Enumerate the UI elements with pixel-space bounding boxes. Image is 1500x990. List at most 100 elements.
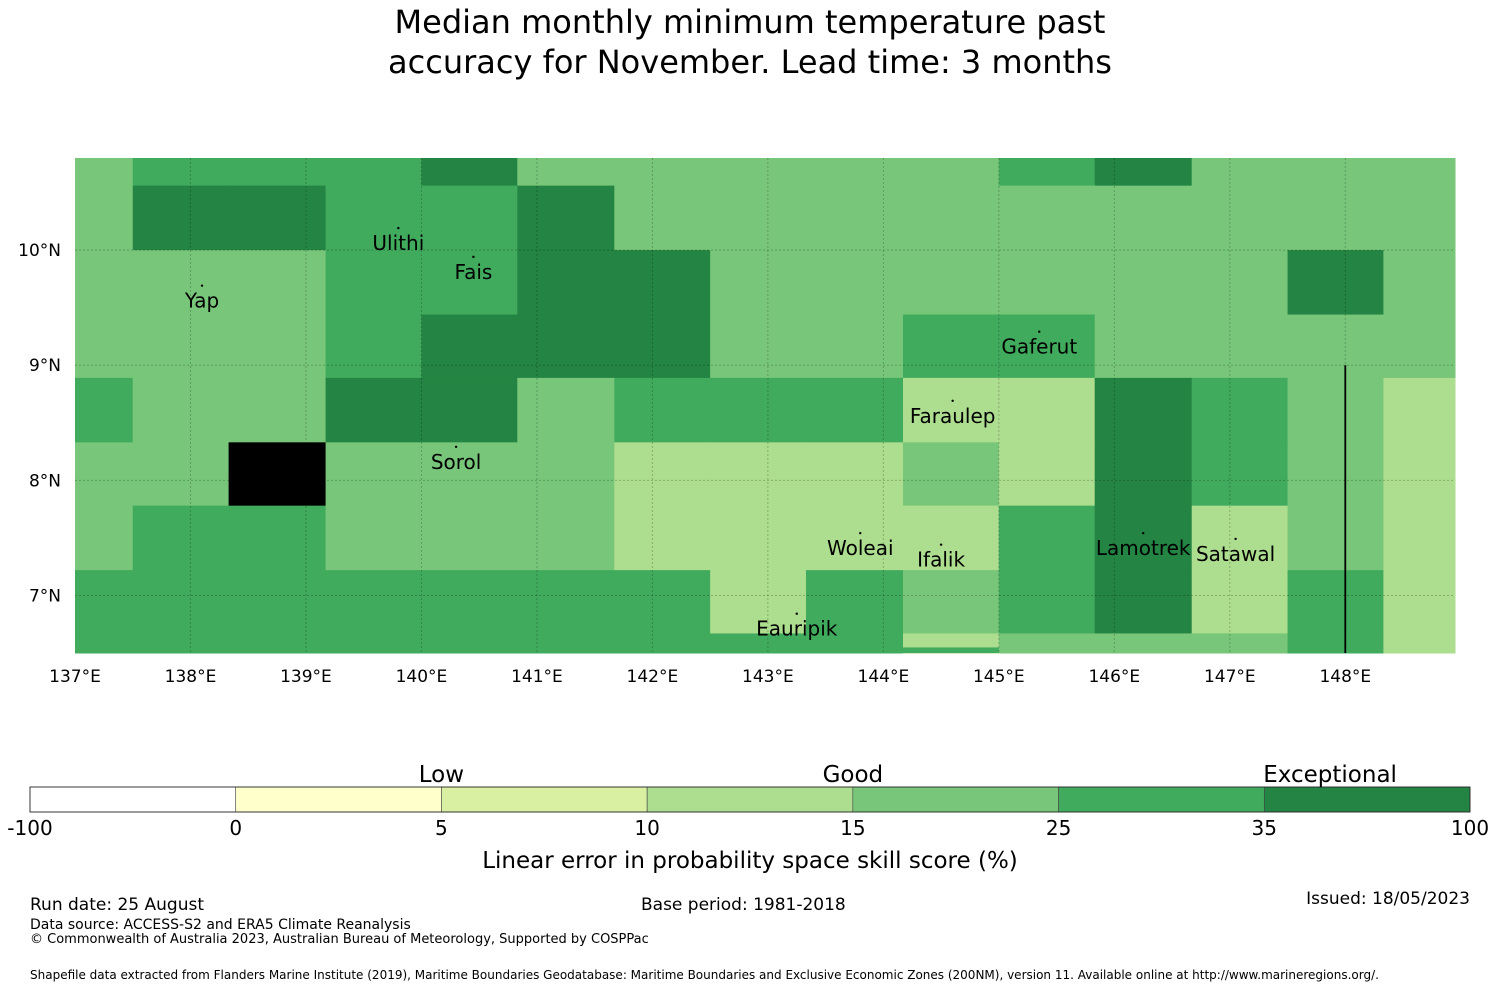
map-cell [1383, 570, 1456, 634]
map-cell [1094, 442, 1193, 507]
map-cell [228, 250, 327, 316]
map-cell [1287, 633, 1384, 654]
map-cell [421, 158, 518, 187]
colorbar-swatch [852, 786, 1059, 813]
map-cell [903, 570, 1000, 634]
map-cell [228, 633, 327, 654]
map-cell [903, 377, 1000, 443]
latitude-tick-label: 7°N [29, 586, 61, 606]
run-date: Run date: 25 August [30, 895, 204, 915]
map-cell [1191, 250, 1289, 316]
latitude-tick-label: 8°N [29, 471, 61, 491]
map-cell [517, 250, 615, 316]
map-cell [903, 314, 1000, 379]
map-cell [228, 442, 327, 507]
map-cell [517, 633, 615, 654]
colorbar-tick-label: 10 [634, 816, 659, 840]
map-cell [517, 505, 615, 571]
map-cell [228, 185, 327, 251]
map-cell [132, 158, 230, 187]
map-cell [805, 314, 904, 379]
map-cell [75, 377, 134, 443]
colorbar-swatch [441, 786, 648, 813]
island-marker [200, 284, 204, 287]
map-cell [228, 377, 327, 443]
map-cell [1383, 505, 1456, 571]
place-label-woleai: Woleai [827, 536, 894, 560]
map-cell [998, 314, 1096, 379]
colorbar-tick-label: 15 [840, 816, 865, 840]
place-label-eauripik: Eauripik [756, 617, 838, 641]
map-cell [1191, 633, 1289, 654]
map-cell [1094, 570, 1193, 634]
map-cell [1191, 158, 1289, 187]
map-cell [132, 314, 230, 379]
colorbar-category-exceptional: Exceptional [1263, 762, 1397, 788]
map-cell [998, 377, 1096, 443]
colorbar-title: Linear error in probability space skill … [482, 848, 1018, 874]
map-cell [710, 633, 807, 654]
island-marker [1234, 537, 1237, 541]
map-cell [75, 250, 134, 316]
map-cell [710, 377, 807, 443]
map-cell [998, 570, 1096, 634]
map-cell [998, 158, 1096, 187]
map-cell [132, 633, 230, 654]
map-cell [517, 570, 615, 634]
data-source: Data source: ACCESS-S2 and ERA5 Climate … [30, 917, 411, 933]
longitude-tick-label: 143°E [742, 667, 794, 687]
map-title: Median monthly minimum temperature past … [0, 2, 1500, 82]
longitude-tick-label: 147°E [1204, 667, 1256, 687]
map-and-legend: 137°E 138°E 139°E 140°E 141°E 142°E 143°E 144°E… [7, 158, 1489, 874]
map-cell [805, 158, 904, 187]
map-cell [1383, 633, 1456, 654]
map-cell [75, 570, 134, 634]
map-cell [75, 442, 134, 507]
map-cell [1094, 377, 1193, 443]
map-cell [903, 647, 999, 653]
map-cell [325, 158, 422, 187]
map-cell [1094, 158, 1193, 187]
map-cell [614, 505, 711, 571]
map-cell [903, 250, 1000, 316]
map-cell [903, 185, 1000, 251]
map-cell [614, 314, 711, 379]
map-cell [1191, 570, 1289, 634]
map-cell [998, 633, 1096, 654]
map-cell [903, 158, 1000, 187]
map-cell [132, 185, 230, 251]
island-marker [472, 255, 475, 259]
latitude-tick-label: 9°N [29, 356, 61, 376]
island-marker [795, 612, 798, 615]
longitude-tick-label: 137°E [49, 667, 101, 687]
map-cell [805, 505, 904, 571]
map-cell [710, 314, 807, 379]
map-cell [1094, 505, 1193, 571]
latitude-tick-label: 10°N [18, 241, 61, 261]
colorbar-category-good: Good [823, 762, 884, 788]
base-period: Base period: 1981-2018 [641, 895, 846, 915]
map-cell [1287, 442, 1384, 507]
map-cell [1191, 442, 1289, 507]
map-cell [1191, 505, 1289, 571]
map-cell [998, 442, 1096, 507]
map-cell [421, 185, 518, 251]
island-marker [454, 445, 458, 449]
map-cell [517, 185, 615, 251]
map-cell [805, 250, 904, 316]
map-cell [805, 633, 904, 654]
map-cell [1383, 377, 1456, 443]
map-cell [1287, 505, 1384, 571]
map-cell [325, 633, 422, 654]
map-cell [1191, 314, 1289, 379]
place-label-ifalik: Ifalik [917, 548, 965, 572]
map-cell [1383, 185, 1456, 251]
map-cell [805, 185, 904, 251]
map-cell [614, 250, 711, 316]
map-cell [710, 250, 807, 316]
map-cell [710, 570, 807, 634]
map-cell [1383, 250, 1456, 316]
longitude-tick-label: 138°E [165, 667, 217, 687]
island-marker [397, 226, 400, 230]
place-label-gaferut: Gaferut [1001, 335, 1077, 359]
